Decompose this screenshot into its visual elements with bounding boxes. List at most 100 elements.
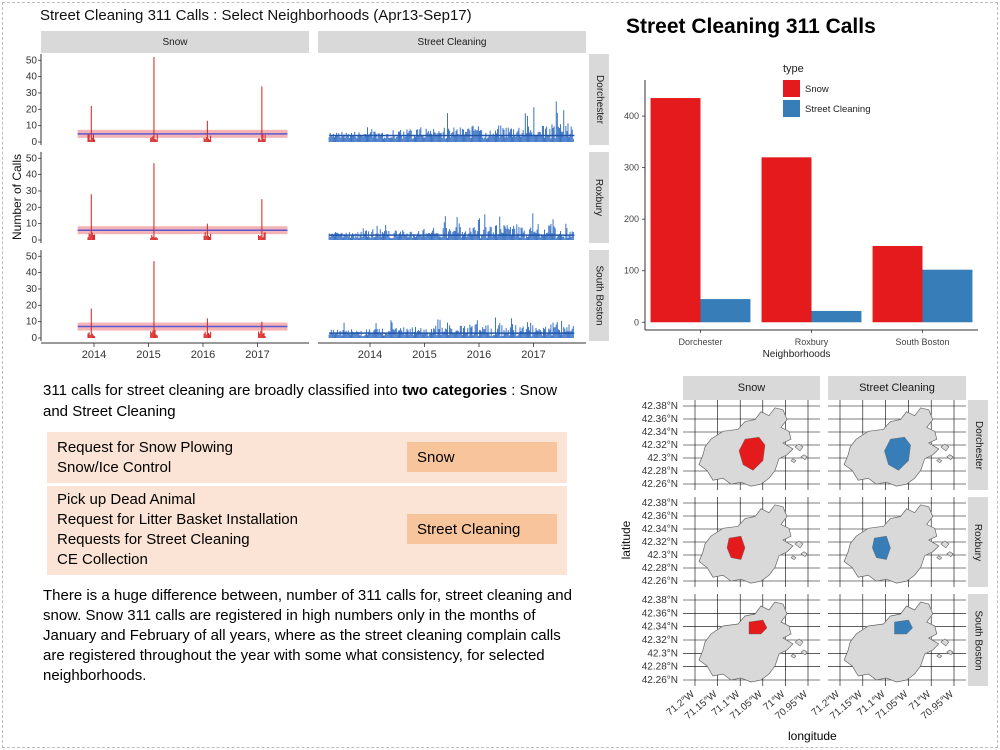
y-tick-label: 0 <box>634 317 639 327</box>
list-item: Pick up Dead Animal <box>57 491 196 508</box>
highlighted-neighborhood <box>726 535 746 560</box>
street-series-1 <box>328 213 575 240</box>
x-tick-label: 2016 <box>191 349 215 361</box>
map-row-roxbury: Roxbury <box>968 497 988 587</box>
summary-paragraph: There is a huge difference between, numb… <box>43 587 572 684</box>
lat-tick-label: 42.3°N <box>647 550 678 561</box>
legend-swatch <box>783 100 800 117</box>
facet-col-street-cleaning: Street Cleaning <box>318 31 586 53</box>
bar-street-cleaning <box>811 310 862 323</box>
bar-snow <box>650 98 701 323</box>
y-tick-label: 0 <box>31 333 37 344</box>
map-shapes <box>698 504 808 584</box>
facet-row-south-boston: South Boston <box>589 250 609 341</box>
x-axis-title: Neighborhoods <box>763 349 831 360</box>
lat-tick-label: 42.26°N <box>642 576 678 587</box>
x-tick-label: 2017 <box>521 349 545 361</box>
y-tick-label: 20 <box>26 300 38 311</box>
lat-tick-label: 42.34°N <box>642 524 678 535</box>
y-tick-label: 20 <box>26 104 38 115</box>
y-tick-label: 50 <box>26 55 38 66</box>
intro-bold: two categories <box>402 382 508 399</box>
timeseries-chart: 0 10 20 30 40 50 0 10 20 30 40 50 0 10 20 30 40 50 2014 201… <box>26 54 586 361</box>
island <box>946 649 954 656</box>
y-tick-label: 10 <box>26 317 38 328</box>
island <box>936 653 943 659</box>
island <box>790 653 797 659</box>
intro-text: 311 calls for street cleaning are broadl… <box>43 380 583 422</box>
y-tick-label: 50 <box>26 251 38 262</box>
map-row-label: Roxbury <box>972 523 984 561</box>
lat-tick-label: 42.28°N <box>642 563 678 574</box>
y-tick-label: 30 <box>26 186 38 197</box>
boston-land <box>698 601 794 683</box>
boston-land <box>698 504 794 584</box>
panel-bg <box>318 54 586 145</box>
island <box>936 555 943 560</box>
bar-chart-title: Street Cleaning 311 Calls <box>626 15 876 38</box>
map-xlabel: longitude <box>788 729 837 743</box>
snow-category-label: Snow <box>407 442 557 472</box>
map-shapes <box>843 504 954 584</box>
lat-tick-label: 42.3°N <box>647 453 678 464</box>
bar-snow <box>761 157 812 323</box>
x-tick-label: Roxbury <box>795 337 829 347</box>
map-col-street-cleaning: Street Cleaning <box>828 376 966 400</box>
list-item: Requests for Street Cleaning <box>57 531 250 548</box>
lat-tick-label: 42.3°N <box>647 648 678 659</box>
lat-tick-label: 42.34°N <box>642 427 678 438</box>
legend-swatch <box>783 80 800 97</box>
highlighted-neighborhood <box>894 619 913 635</box>
y-tick-label: 40 <box>26 72 38 83</box>
highlighted-neighborhood <box>738 436 766 471</box>
y-tick-label: 300 <box>624 163 639 173</box>
lat-tick-label: 42.38°N <box>642 498 678 509</box>
y-tick-label: 10 <box>26 219 38 230</box>
y-tick-label: 20 <box>26 202 38 213</box>
list-item: Request for Litter Basket Installation <box>57 511 298 528</box>
legend-label: Street Cleaning <box>805 104 870 115</box>
x-tick-label: 2017 <box>245 349 269 361</box>
island <box>940 540 950 549</box>
facet-row-roxbury: Roxbury <box>589 152 609 243</box>
lat-tick-label: 42.36°N <box>642 608 678 619</box>
y-tick-label: 0 <box>31 137 37 148</box>
x-tick-label: 2015 <box>412 349 436 361</box>
map-shapes <box>698 601 808 683</box>
snow-series-2 <box>77 261 288 338</box>
lat-tick-label: 42.32°N <box>642 635 678 646</box>
lat-tick-label: 42.28°N <box>642 466 678 477</box>
bar-street-cleaning <box>922 269 973 323</box>
highlighted-neighborhood <box>872 535 891 560</box>
x-tick-label: Dorchester <box>678 337 722 347</box>
map-row-south-boston: South Boston <box>968 594 988 686</box>
map-panel <box>828 400 966 490</box>
y-tick-label: 40 <box>26 170 38 181</box>
highlighted-neighborhood <box>748 619 768 635</box>
island <box>790 458 797 463</box>
island <box>794 638 804 647</box>
map-panel <box>683 400 820 490</box>
map-panel <box>828 594 966 686</box>
intro-part1: 311 calls for street cleaning are broadl… <box>43 382 403 399</box>
map-row-label: South Boston <box>972 609 984 671</box>
map-row-label: Dorchester <box>972 420 984 470</box>
legend-label: Snow <box>805 84 829 95</box>
lat-tick-label: 42.36°N <box>642 511 678 522</box>
y-tick-label: 50 <box>26 153 38 164</box>
boston-land <box>843 601 940 683</box>
lat-tick-label: 42.32°N <box>642 537 678 548</box>
street-series-0 <box>328 101 575 142</box>
timeseries-title: Street Cleaning 311 Calls : Select Neigh… <box>40 7 472 24</box>
bar-street-cleaning <box>700 299 751 323</box>
boston-land <box>843 504 940 584</box>
lat-tick-label: 42.26°N <box>642 675 678 686</box>
bar-chart: 0 100 200 300 400 Dorchester Roxbury South Bost… <box>624 63 978 360</box>
map-shapes <box>698 407 808 487</box>
y-tick-label: 40 <box>26 268 38 279</box>
facet-row-dorchester: Dorchester <box>589 54 609 145</box>
map-chart: 42.38°N 42.36°N 42.34°N 42.32°N 42.3°N 42.28°… <box>642 400 966 722</box>
facet-col-snow: Snow <box>41 31 309 53</box>
snow-series-1 <box>77 163 288 240</box>
